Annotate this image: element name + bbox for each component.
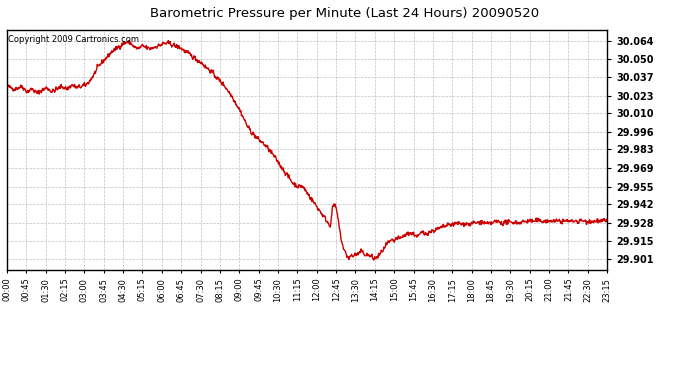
Text: Copyright 2009 Cartronics.com: Copyright 2009 Cartronics.com [8,35,139,44]
Text: Barometric Pressure per Minute (Last 24 Hours) 20090520: Barometric Pressure per Minute (Last 24 … [150,8,540,21]
